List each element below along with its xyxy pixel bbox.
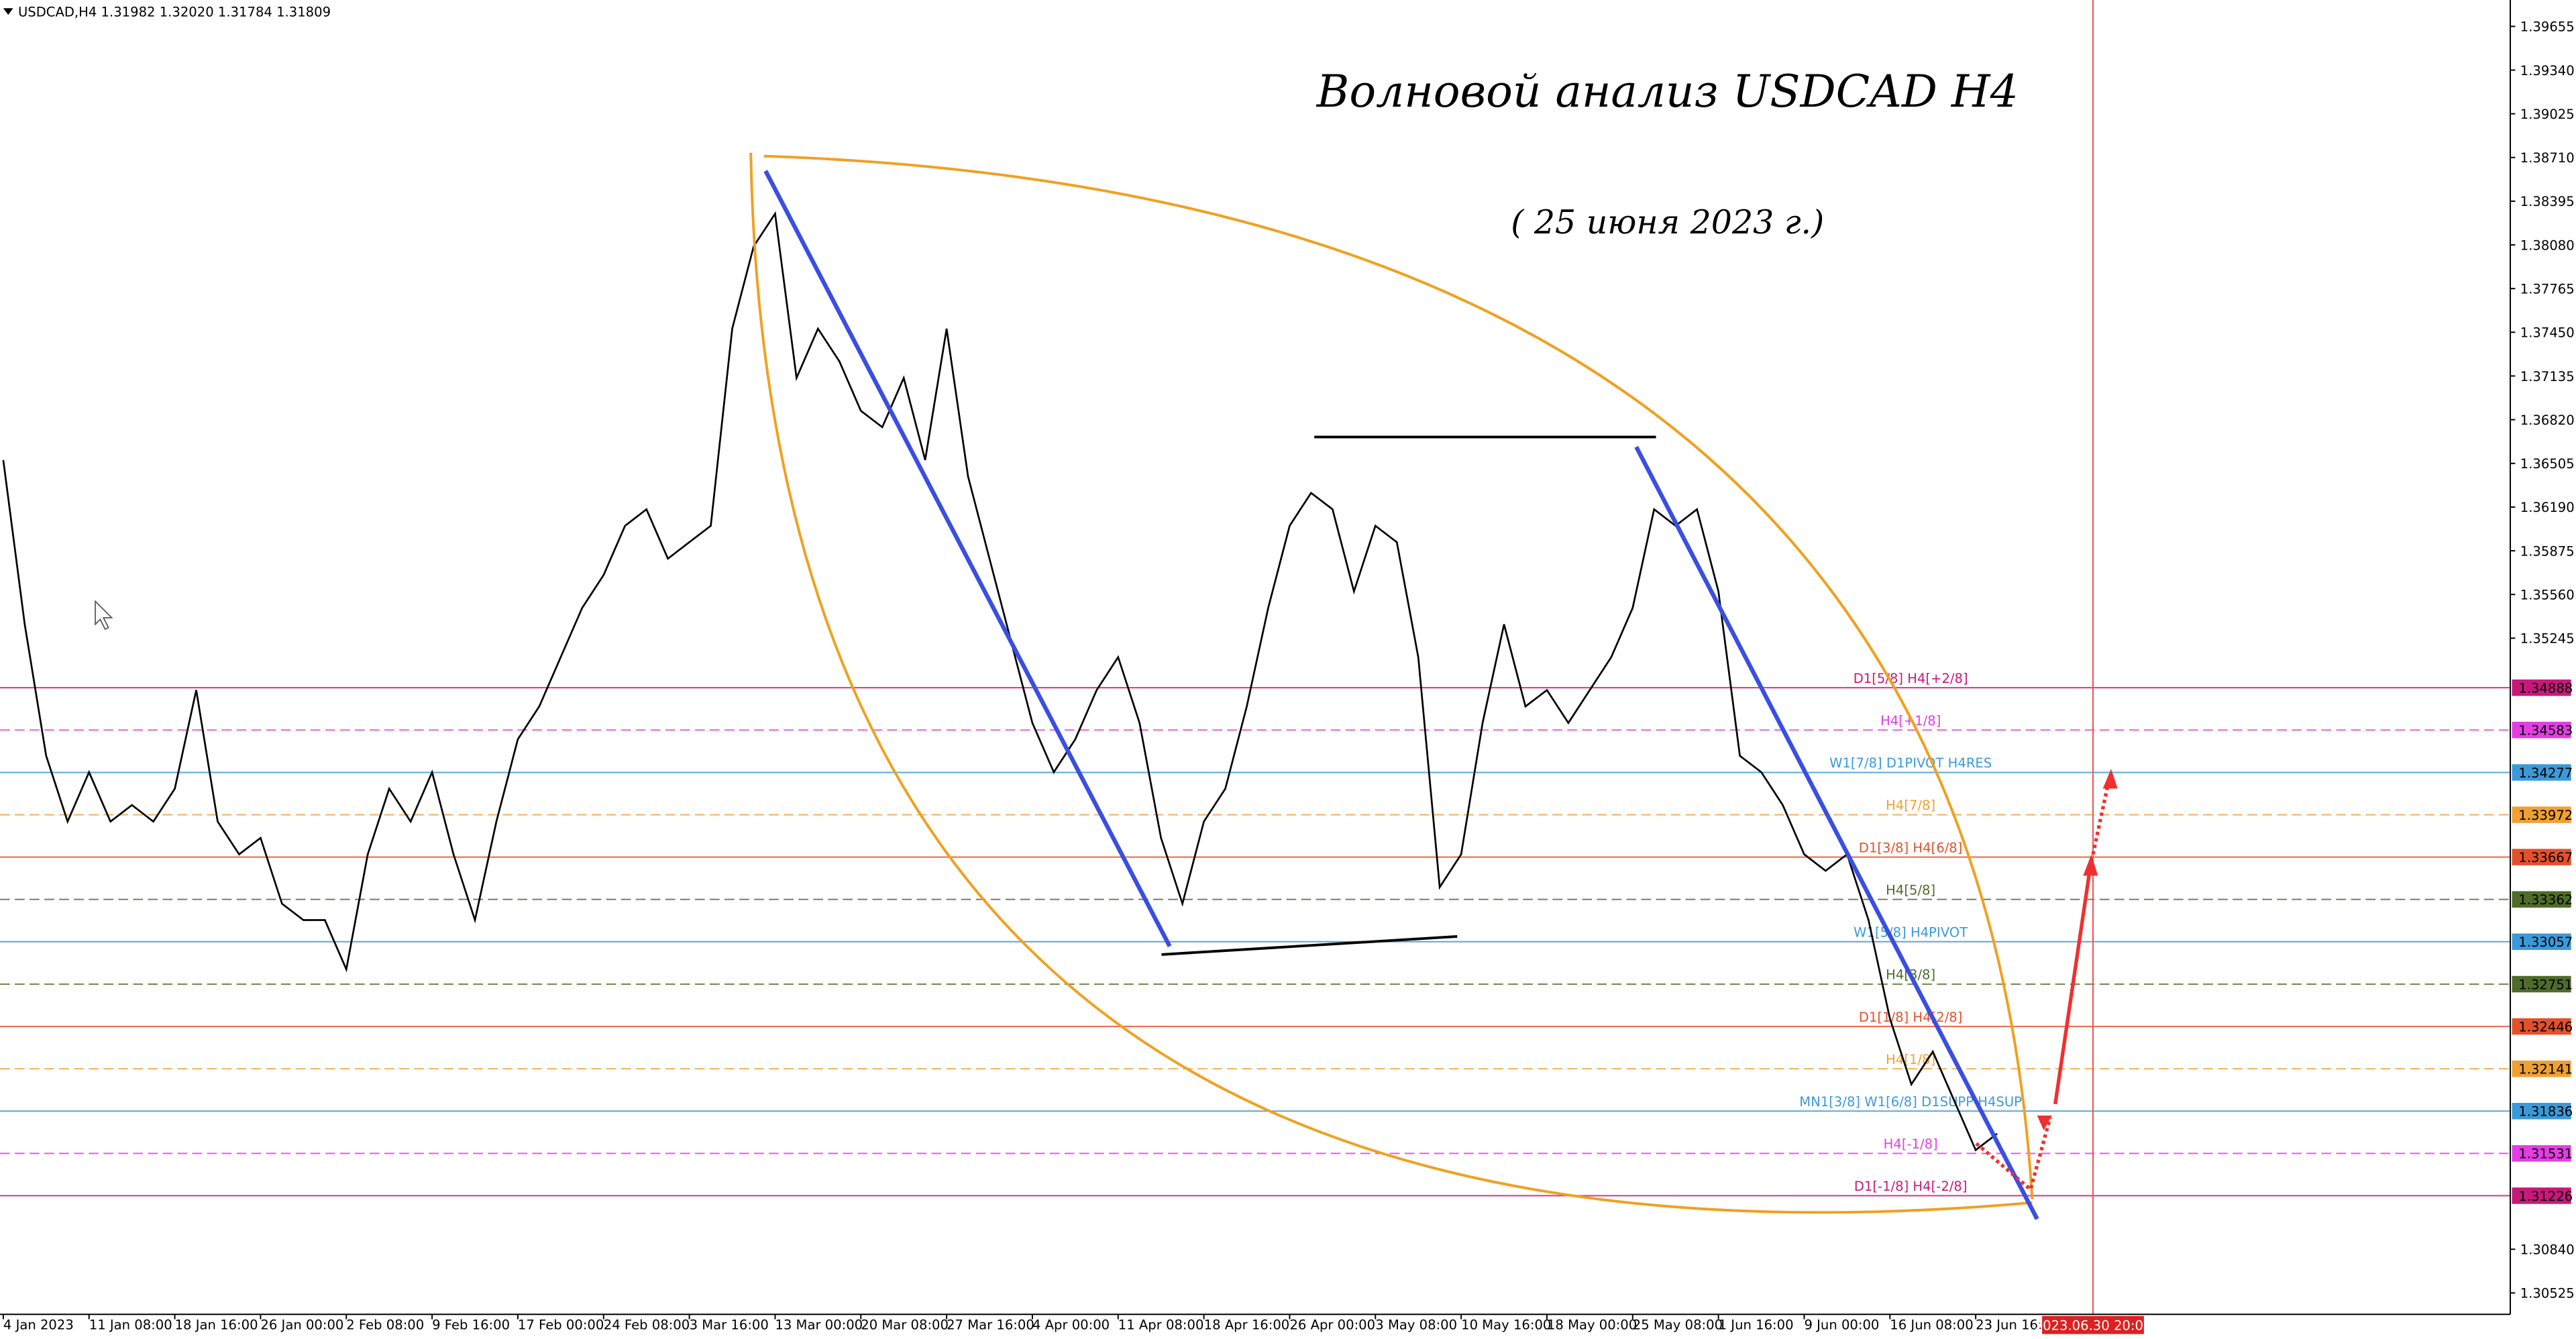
level-name: H4[7/8]: [1886, 798, 1935, 813]
x-tick-label: 3 May 08:00: [1375, 1317, 1457, 1332]
x-tick-label: 1 Jun 16:00: [1719, 1317, 1794, 1332]
price-line: [2, 211, 1998, 1152]
x-tick-label: 11 Apr 08:00: [1118, 1317, 1204, 1332]
cursor-time: 2023.06.30 20:00: [2035, 1318, 2152, 1333]
level-box: [2512, 1060, 2571, 1077]
y-tick-label: 1.36505: [2520, 456, 2575, 472]
x-tick-label: 17 Feb 00:00: [518, 1317, 604, 1332]
level-box: [2512, 806, 2571, 823]
x-tick-label: 26 Jan 00:00: [260, 1317, 343, 1332]
y-tick-label: 1.36820: [2520, 413, 2575, 428]
level-box: [2512, 721, 2571, 739]
y-tick-label: 1.35245: [2520, 631, 2575, 647]
level-box: [2512, 933, 2571, 951]
arrow-head: [2083, 854, 2098, 876]
y-tick-label: 1.37450: [2520, 325, 2575, 341]
x-tick-label: 18 Apr 16:00: [1204, 1317, 1290, 1332]
level-name: H4[1/8]: [1886, 1052, 1935, 1067]
trend-line: [1634, 445, 2039, 1220]
x-tick-label: 9 Jun 00:00: [1804, 1317, 1879, 1332]
y-tick-label: 1.30840: [2520, 1242, 2575, 1258]
level-name: W1[7/8] D1PIVOT H4RES: [1829, 755, 1992, 771]
level-value: 1.31836: [2518, 1104, 2573, 1120]
arc: [763, 154, 2034, 1199]
y-tick-label: 1.38080: [2520, 237, 2575, 253]
x-tick-label: 24 Feb 08:00: [604, 1317, 690, 1332]
header: USDCAD,H4 1.31982 1.32020 1.31784 1.3180…: [18, 5, 331, 20]
level-name: D1[3/8] H4[6/8]: [1859, 840, 1963, 855]
level-value: 1.32446: [2518, 1019, 2573, 1034]
mouse-cursor: [95, 600, 113, 631]
x-tick-label: 26 Apr 00:00: [1289, 1317, 1375, 1332]
level-value: 1.33667: [2518, 850, 2573, 865]
chart-subtitle: ( 25 июня 2023 г.): [1511, 203, 1824, 242]
y-tick-label: 1.35560: [2520, 588, 2575, 603]
y-tick-label: 1.35875: [2520, 543, 2575, 559]
arrow-head: [2037, 1115, 2052, 1130]
level-value: 1.31226: [2518, 1189, 2573, 1204]
support-line: [1161, 935, 1458, 956]
x-tick-label: 4 Apr 00:00: [1032, 1317, 1110, 1332]
level-name: D1[-1/8] H4[-2/8]: [1854, 1179, 1968, 1194]
level-name: D1[5/8] H4[+2/8]: [1854, 671, 1968, 686]
level-value: 1.32141: [2518, 1062, 2573, 1077]
x-tick-label: 16 Jun 08:00: [1890, 1317, 1973, 1332]
level-value: 1.34277: [2518, 765, 2573, 781]
level-name: H4[5/8]: [1886, 882, 1935, 898]
level-box: [2512, 1018, 2571, 1035]
x-tick-label: 4 Jan 2023: [3, 1317, 74, 1332]
header-icon: [3, 8, 13, 15]
trend-line: [763, 170, 1172, 948]
x-tick-label: 25 May 08:00: [1633, 1317, 1723, 1332]
level-box: [2512, 679, 2571, 696]
level-name: W1[5/8] H4PIVOT: [1854, 924, 1968, 940]
level-value: 1.34583: [2518, 723, 2573, 739]
x-tick-label: 11 Jan 08:00: [89, 1317, 172, 1332]
level-box: [2512, 849, 2571, 865]
level-box: [2512, 1103, 2571, 1120]
x-tick-label: 9 Feb 16:00: [432, 1317, 510, 1332]
x-tick-label: 10 May 16:00: [1461, 1317, 1551, 1332]
y-tick-label: 1.38395: [2520, 194, 2575, 209]
level-box: [2512, 764, 2571, 781]
x-tick-label: 3 Mar 16:00: [690, 1317, 769, 1332]
level-name: D1[1/8] H4[2/8]: [1859, 1010, 1963, 1025]
level-value: 1.33362: [2518, 892, 2573, 908]
x-tick-label: 27 Mar 16:00: [947, 1317, 1034, 1332]
x-tick-label: 18 Jan 16:00: [175, 1317, 258, 1332]
y-tick-label: 1.30525: [2520, 1286, 2575, 1301]
y-tick-label: 1.39655: [2520, 19, 2575, 35]
level-name: H4[-1/8]: [1884, 1136, 1938, 1152]
level-value: 1.32751: [2518, 977, 2573, 992]
y-tick-label: 1.37135: [2520, 369, 2575, 384]
y-tick-label: 1.39025: [2520, 107, 2575, 122]
forecast-arrow: [1975, 1116, 2052, 1193]
forecast-arrow: [2053, 870, 2092, 1105]
level-value: 1.31531: [2518, 1146, 2573, 1162]
level-name: MN1[3/8] W1[6/8] D1SUPP H4SUP: [1799, 1094, 2022, 1110]
level-box: [2512, 1187, 2571, 1204]
y-tick-label: 1.37765: [2520, 282, 2575, 297]
level-box: [2512, 891, 2571, 908]
x-tick-label: 23 Jun 16:00: [1976, 1317, 2059, 1332]
x-tick-label: 18 May 00:00: [1547, 1317, 1637, 1332]
x-tick-label: 13 Mar 00:00: [775, 1317, 863, 1332]
x-tick-label: 20 Mar 08:00: [861, 1317, 949, 1332]
y-tick-label: 1.39340: [2520, 63, 2575, 78]
level-value: 1.33972: [2518, 808, 2573, 823]
level-value: 1.33057: [2518, 934, 2573, 950]
arrow-head: [2102, 769, 2118, 789]
cursor-time-box: [2042, 1316, 2144, 1334]
y-tick-label: 1.36190: [2520, 500, 2575, 515]
chart-title: Волновой анализ USDCAD H4: [1316, 66, 2019, 117]
x-tick-label: 2 Feb 08:00: [346, 1317, 424, 1332]
forecast-arrow: [2091, 785, 2110, 855]
y-tick-label: 1.38710: [2520, 150, 2575, 166]
level-box: [2512, 975, 2571, 993]
level-box: [2512, 1145, 2571, 1162]
arc: [749, 152, 2033, 1214]
level-value: 1.34888: [2518, 680, 2573, 696]
